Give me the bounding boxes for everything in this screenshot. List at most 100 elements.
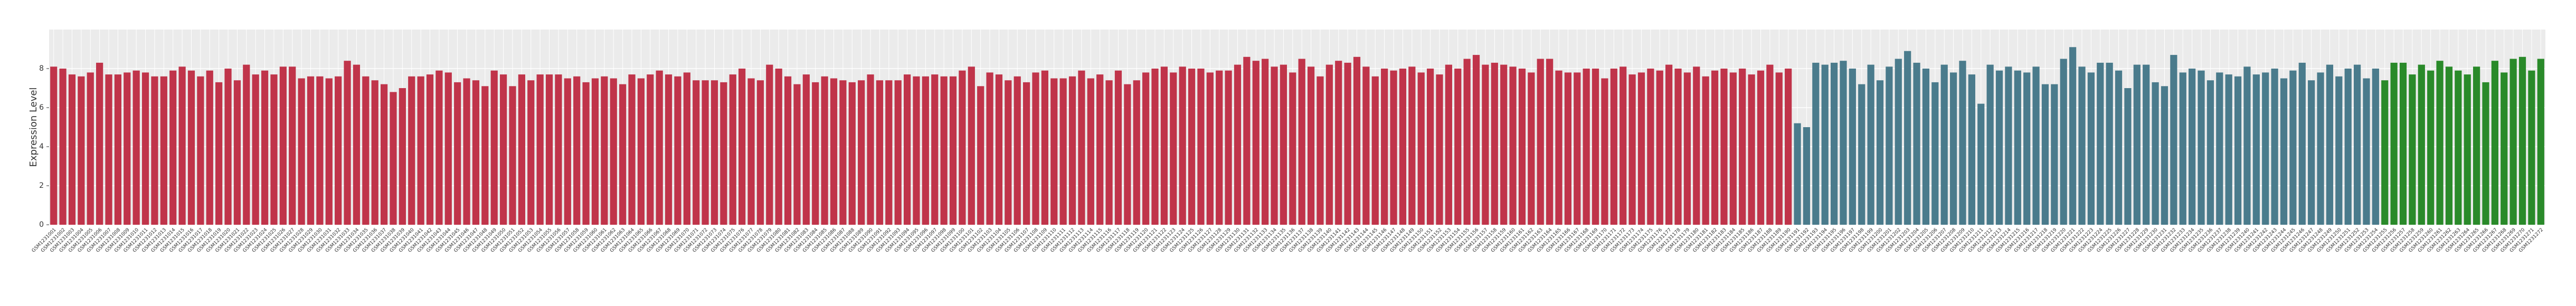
bar <box>2161 86 2168 225</box>
bar <box>1821 64 1829 225</box>
bar <box>1344 62 1351 225</box>
bar <box>141 72 149 225</box>
bar <box>573 76 581 225</box>
bar <box>1482 64 1489 225</box>
bar <box>1729 72 1737 225</box>
bar <box>1858 84 1865 225</box>
bar <box>2464 74 2471 225</box>
bar <box>1307 66 1315 225</box>
bar <box>518 74 525 225</box>
y-tick-label: 0 <box>39 221 44 229</box>
bar <box>1537 59 1544 225</box>
bar <box>454 82 461 225</box>
bar <box>1720 69 1728 225</box>
bar <box>720 82 727 225</box>
bar <box>2335 76 2343 225</box>
bar <box>2023 72 2031 225</box>
bar <box>1087 78 1094 225</box>
bar <box>665 74 673 225</box>
bar <box>160 76 167 225</box>
bar <box>1362 66 1370 225</box>
bar <box>610 78 617 225</box>
bar <box>2436 61 2444 225</box>
bar <box>124 72 131 225</box>
bar <box>178 66 186 225</box>
bar <box>637 78 645 225</box>
bar <box>390 92 397 225</box>
bar <box>1748 74 1755 225</box>
bar <box>1133 80 1140 225</box>
bar <box>1620 66 1627 225</box>
y-axis-label: Expression Level <box>28 88 39 167</box>
bar <box>2381 80 2389 225</box>
bar <box>1876 80 1884 225</box>
bar <box>509 86 516 225</box>
bar <box>738 69 746 225</box>
bar <box>1959 61 1966 225</box>
bar <box>1078 70 1085 225</box>
bar <box>1546 59 1554 225</box>
bar <box>1812 62 1820 225</box>
bar <box>555 74 562 225</box>
bar <box>2298 62 2306 225</box>
bar <box>1041 70 1048 225</box>
bar <box>1335 61 1342 225</box>
bar <box>821 76 828 225</box>
bar <box>1298 59 1305 225</box>
bar <box>1417 72 1425 225</box>
bar <box>802 74 810 225</box>
bar <box>316 76 324 225</box>
bar <box>1711 70 1719 225</box>
bar <box>812 82 819 225</box>
bar <box>747 78 755 225</box>
bar <box>270 74 278 225</box>
bar <box>656 70 663 225</box>
bar <box>325 78 333 225</box>
bar <box>1849 69 1856 225</box>
bar <box>683 72 690 225</box>
bar <box>848 82 856 225</box>
bar <box>1904 51 1911 225</box>
bar <box>527 80 535 225</box>
bar <box>1528 72 1535 225</box>
bar <box>867 74 874 225</box>
bar <box>1023 82 1030 225</box>
bar <box>2390 62 2398 225</box>
bar <box>2399 62 2407 225</box>
bar <box>2206 80 2214 225</box>
bar <box>371 80 378 225</box>
bar <box>1371 76 1379 225</box>
bar <box>1252 61 1259 225</box>
bar <box>766 64 773 225</box>
bar <box>206 70 213 225</box>
bar <box>968 66 975 225</box>
bar <box>1234 64 1242 225</box>
bar <box>1931 82 1939 225</box>
bar <box>1289 72 1296 225</box>
bar <box>1693 66 1700 225</box>
bar <box>2528 70 2535 225</box>
bar <box>1262 59 1269 225</box>
bar <box>1785 69 1792 225</box>
bar <box>1500 64 1508 225</box>
bar <box>243 64 250 225</box>
bar <box>2198 70 2205 225</box>
bar <box>1775 72 1783 225</box>
bar <box>1564 72 1571 225</box>
bar <box>2106 62 2113 225</box>
bar <box>601 76 608 225</box>
bar <box>2234 76 2242 225</box>
bar <box>2133 64 2141 225</box>
bar <box>1059 78 1067 225</box>
bar <box>1592 69 1599 225</box>
bar <box>1574 72 1581 225</box>
bar <box>1463 59 1471 225</box>
bar <box>2143 64 2150 225</box>
bar <box>2353 64 2361 225</box>
bar <box>1280 64 1287 225</box>
bar <box>1032 72 1039 225</box>
bar <box>1637 72 1645 225</box>
bar <box>2473 66 2480 225</box>
bar <box>830 78 838 225</box>
bar <box>344 61 351 225</box>
